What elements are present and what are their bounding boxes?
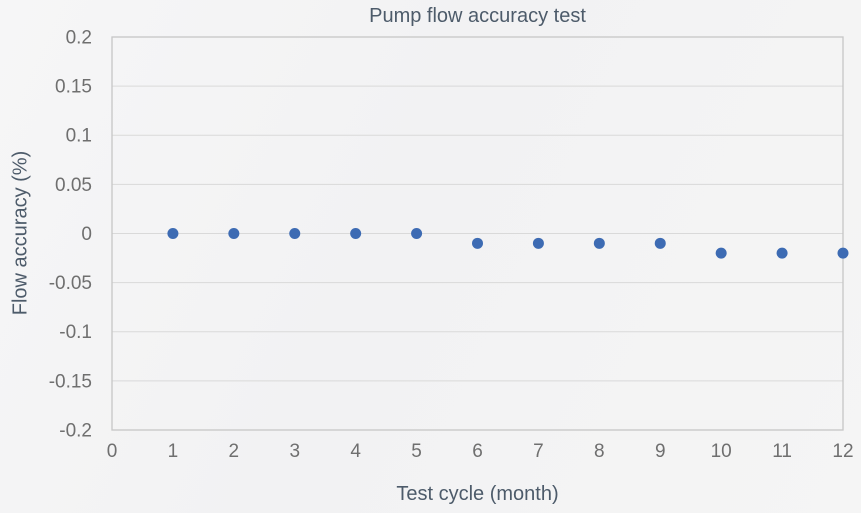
data-point: [654, 237, 666, 249]
x-tick-label: 7: [533, 441, 544, 462]
x-axis-label: Test cycle (month): [396, 483, 559, 505]
data-point: [167, 228, 179, 239]
data-point: [715, 247, 727, 259]
x-tick-label: 10: [711, 441, 732, 462]
data-point: [593, 237, 605, 249]
chart-title: Pump flow accuracy test: [369, 5, 586, 27]
y-tick-label: -0.2: [59, 420, 92, 441]
x-tick-label: 11: [772, 441, 792, 462]
data-point: [776, 247, 788, 259]
data-point: [472, 237, 483, 249]
y-tick-label: 0: [81, 224, 92, 245]
plot-border: [111, 36, 844, 431]
data-point: [411, 228, 423, 239]
data-point: [289, 228, 301, 239]
x-tick-label: 2: [229, 441, 240, 462]
x-tick-label: 6: [472, 441, 483, 462]
data-point: [837, 247, 849, 259]
x-tick-label: 4: [350, 441, 361, 462]
x-tick-label: 0: [107, 441, 118, 462]
y-tick-label: 0.05: [55, 175, 92, 196]
data-point: [350, 228, 362, 239]
x-tick-label: 1: [168, 441, 179, 462]
y-tick-label: -0.05: [49, 273, 92, 294]
x-tick-label: 5: [411, 441, 422, 462]
data-point: [228, 228, 240, 239]
data-point: [532, 237, 544, 249]
y-tick-label: 0.1: [66, 126, 92, 147]
y-tick-label: -0.15: [49, 371, 92, 392]
y-tick-label: -0.1: [59, 322, 92, 343]
x-tick-label: 3: [289, 441, 300, 462]
y-tick-label: 0.2: [66, 27, 92, 48]
x-tick-label: 12: [832, 441, 853, 462]
y-tick-label: 0.15: [55, 77, 92, 98]
x-tick-label: 8: [594, 441, 605, 462]
x-tick-label: 9: [655, 441, 666, 462]
